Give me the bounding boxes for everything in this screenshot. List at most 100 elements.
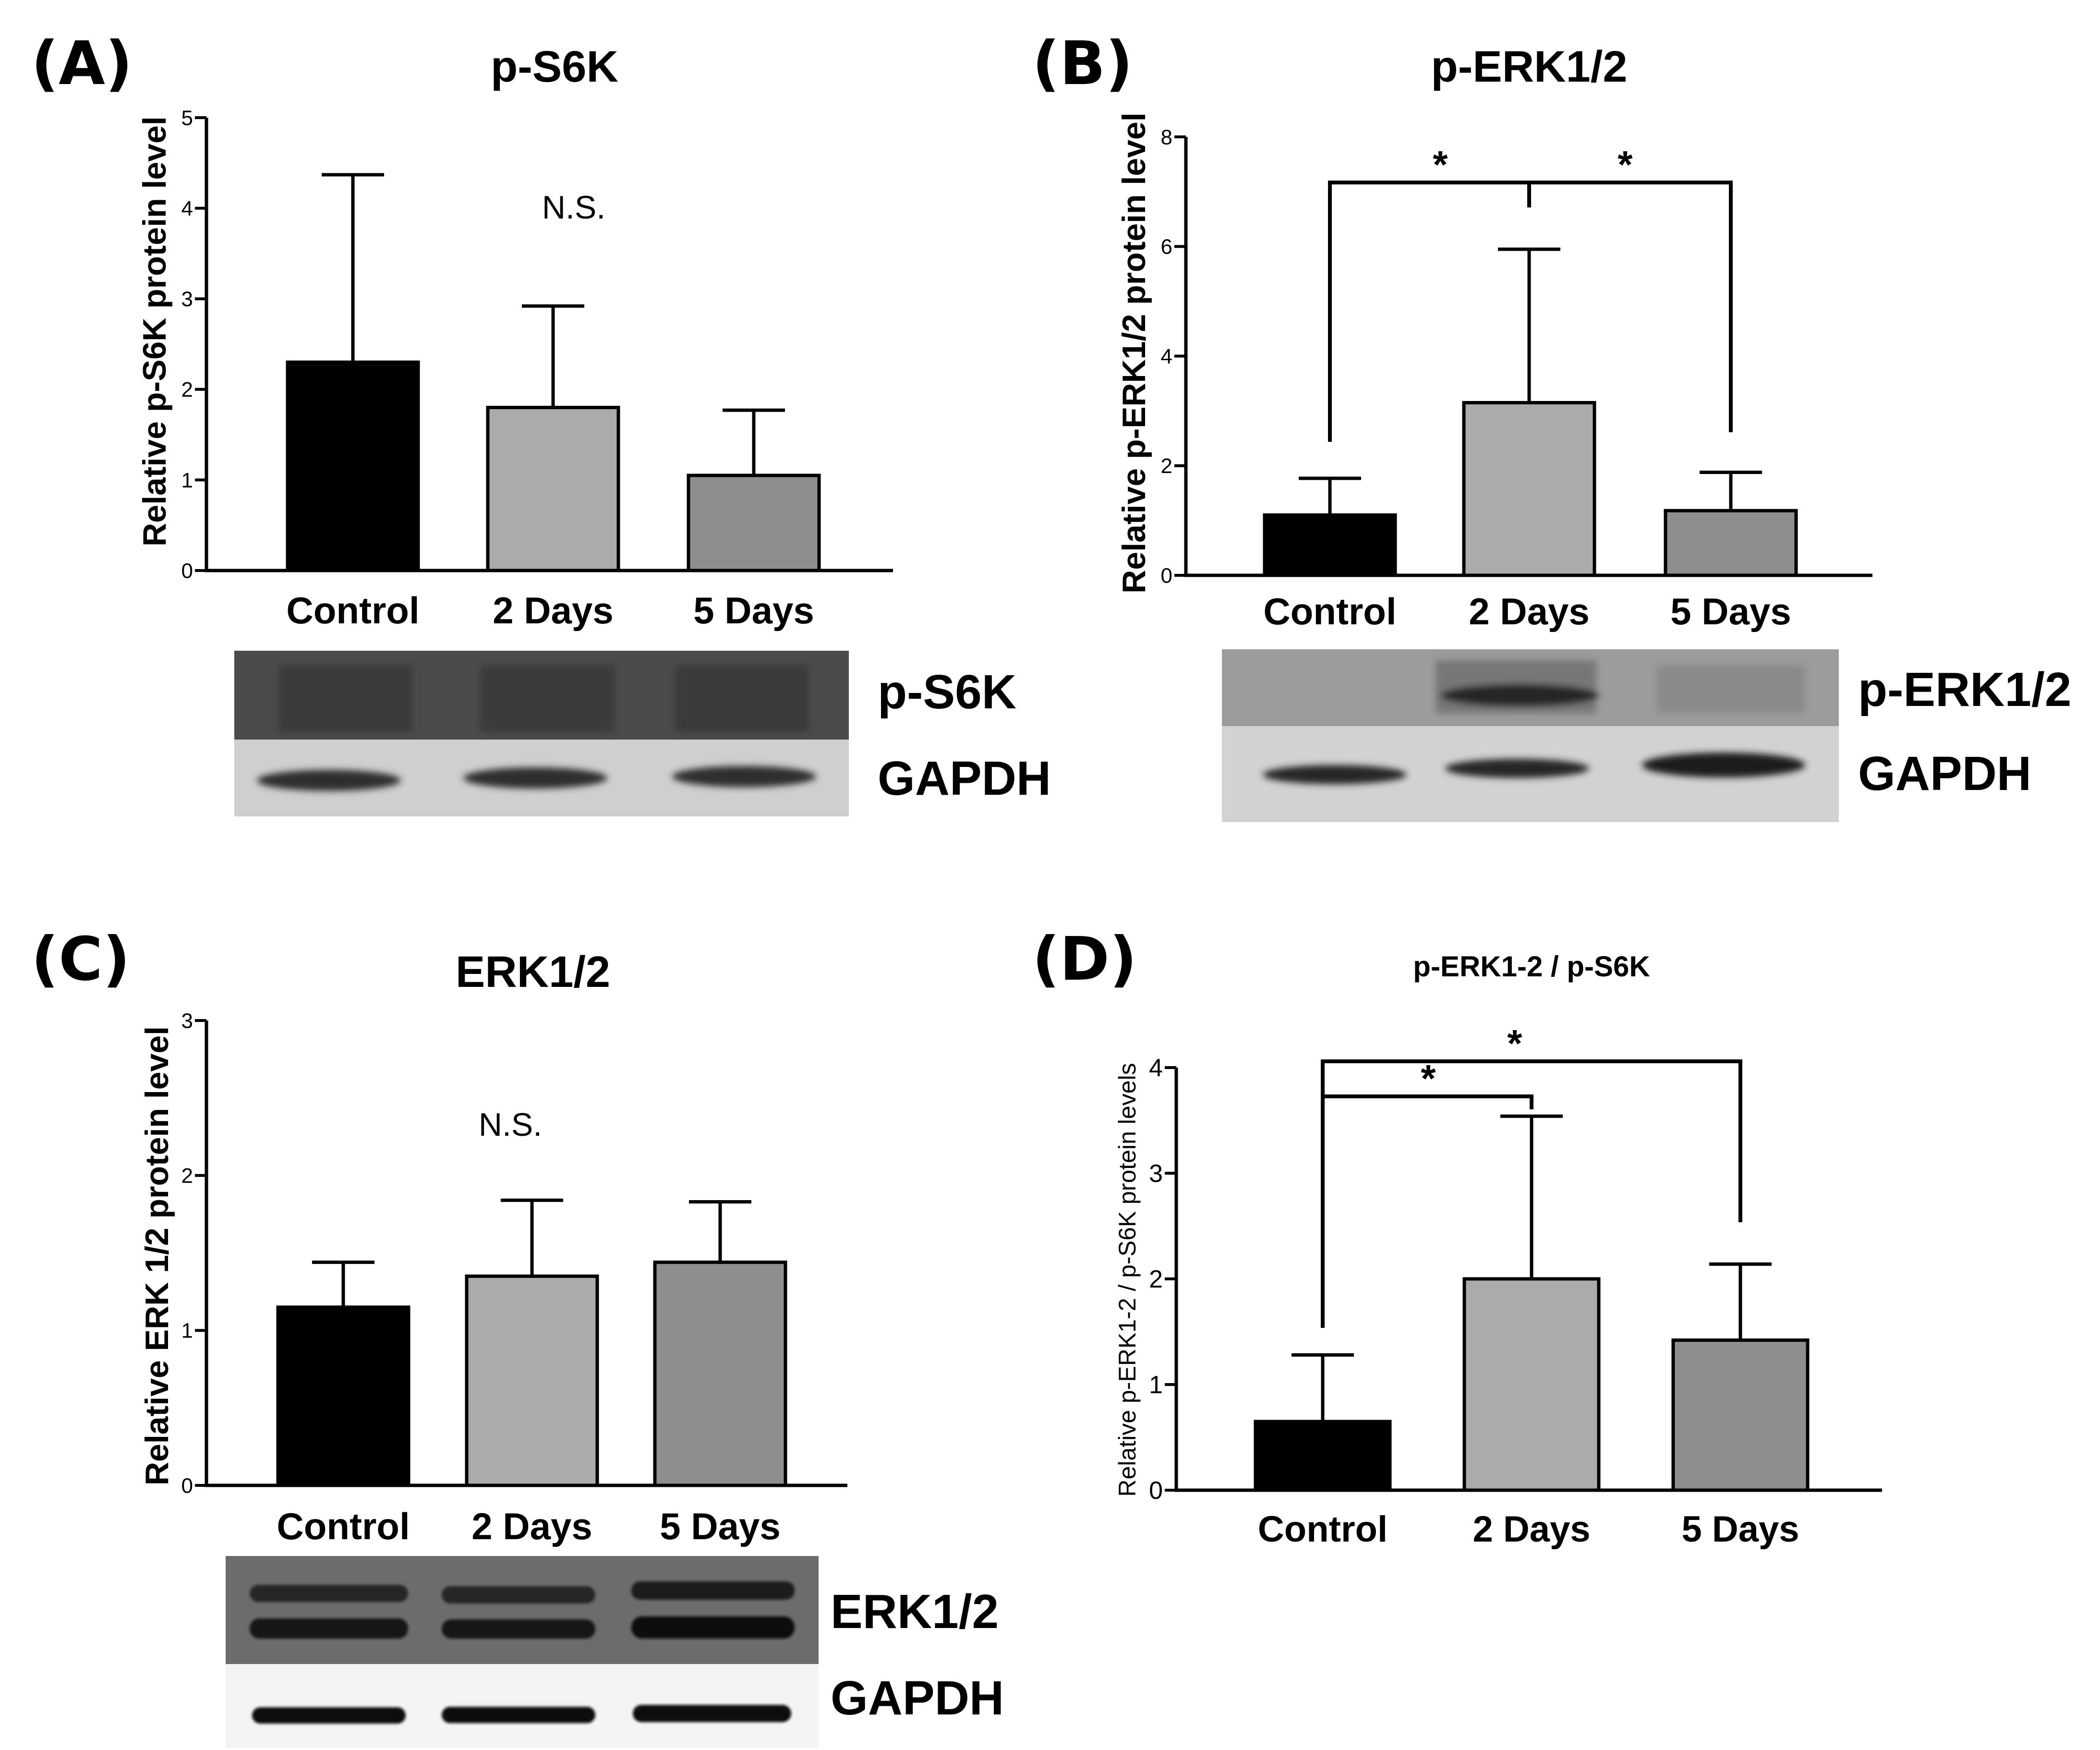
blot-a-label-bottom: GAPDH bbox=[878, 752, 1051, 805]
y-tick-label: 1 bbox=[181, 1319, 193, 1343]
blot-b-label-top: p-ERK1/2 bbox=[1858, 663, 2072, 717]
panel-a-letter: (A) bbox=[31, 29, 133, 98]
blot-a-gapdh-band bbox=[257, 770, 401, 791]
significance-label: * bbox=[1507, 1022, 1522, 1065]
y-tick-label: 1 bbox=[1149, 1371, 1163, 1399]
panel-a-ylabel: Relative p-S6K protein level bbox=[136, 116, 173, 547]
blot-c-top-lane bbox=[226, 1556, 819, 1664]
significance-bracket bbox=[1527, 181, 1733, 432]
x-tick-label: 5 Days bbox=[693, 589, 814, 632]
y-tick-label: 2 bbox=[1161, 454, 1172, 478]
blot-b-top-band bbox=[1440, 684, 1599, 707]
panel-d-ylabel: Relative p-ERK1-2 / p-S6K protein levels bbox=[1114, 1063, 1141, 1496]
bar bbox=[1254, 1420, 1392, 1492]
blot-c-band-lower bbox=[631, 1616, 795, 1639]
y-tick-label: 2 bbox=[181, 1164, 193, 1188]
blot-c-gapdh-band bbox=[442, 1707, 595, 1723]
blot-b-label-bottom: GAPDH bbox=[1858, 747, 2031, 801]
panel-d-plot: Control 2 Days 5 Days 0 1 2 3 4 * * bbox=[1149, 1022, 1882, 1550]
x-tick-label: Control bbox=[286, 589, 419, 632]
blot-c-gapdh-band bbox=[633, 1705, 791, 1722]
blot-c-gapdh-band bbox=[252, 1707, 406, 1724]
y-tick-label: 3 bbox=[1149, 1160, 1163, 1188]
blot-a-label-top: p-S6K bbox=[878, 665, 1016, 719]
y-tick-label: 3 bbox=[181, 1009, 193, 1033]
bar bbox=[286, 360, 420, 572]
x-tick-label: 5 Days bbox=[1670, 590, 1791, 632]
y-tick-label: 2 bbox=[1149, 1265, 1163, 1293]
panel-c: (C) ERK1/2 Relative ERK 1/2 protein leve… bbox=[31, 924, 1004, 1748]
x-tick-label: 5 Days bbox=[660, 1505, 781, 1547]
panel-a-ns-annotation: N.S. bbox=[542, 189, 605, 226]
panel-d-letter: (D) bbox=[1032, 924, 1137, 994]
blot-a-top-band bbox=[480, 665, 615, 732]
blot-c-label-bottom: GAPDH bbox=[831, 1671, 1004, 1725]
significance-label: * bbox=[1433, 143, 1448, 186]
panel-c-western-blot: ERK1/2 GAPDH bbox=[226, 1556, 1004, 1748]
bar bbox=[276, 1305, 410, 1487]
y-tick-label: 3 bbox=[181, 288, 193, 311]
significance-label: * bbox=[1421, 1057, 1436, 1100]
y-tick-label: 5 bbox=[181, 106, 193, 130]
blot-a-gapdh-band bbox=[463, 767, 607, 789]
bar bbox=[1263, 513, 1397, 577]
bar bbox=[486, 406, 620, 572]
x-tick-label: 2 Days bbox=[1469, 590, 1590, 632]
y-tick-label: 4 bbox=[1149, 1054, 1163, 1082]
panel-d-title: p-ERK1-2 / p-S6K bbox=[1413, 950, 1650, 983]
x-tick-label: 2 Days bbox=[471, 1505, 592, 1547]
y-tick-label: 6 bbox=[1161, 235, 1172, 259]
blot-c-band-lower bbox=[250, 1618, 408, 1639]
panel-b-title: p-ERK1/2 bbox=[1431, 42, 1628, 91]
panel-d: (D) p-ERK1-2 / p-S6K Relative p-ERK1-2 /… bbox=[1032, 924, 1882, 1550]
blot-c-band-upper bbox=[442, 1586, 595, 1604]
bar bbox=[1462, 401, 1596, 577]
panel-a-plot: Control 2 Days 5 Days 0 1 2 3 4 5 bbox=[181, 106, 893, 632]
bar bbox=[1671, 1338, 1810, 1492]
panel-c-plot: Control 2 Days 5 Days 0 1 2 3 bbox=[181, 1009, 847, 1547]
x-tick-label: 5 Days bbox=[1681, 1509, 1799, 1550]
panel-c-ylabel: Relative ERK 1/2 protein level bbox=[139, 1026, 175, 1485]
panel-c-letter: (C) bbox=[31, 924, 130, 994]
blot-c-band-lower bbox=[442, 1619, 595, 1639]
panel-b-plot: Control 2 Days 5 Days 0 2 4 6 8 * * bbox=[1161, 125, 1872, 632]
blot-a-top-band bbox=[675, 665, 809, 732]
blot-b-top-smear bbox=[1656, 665, 1805, 713]
y-tick-label: 1 bbox=[181, 469, 193, 492]
panel-a-western-blot: p-S6K GAPDH bbox=[234, 651, 1051, 816]
bar bbox=[687, 474, 821, 572]
blot-c-band-upper bbox=[631, 1581, 795, 1600]
y-tick-label: 4 bbox=[181, 197, 193, 220]
panel-b-western-blot: p-ERK1/2 GAPDH bbox=[1222, 649, 2072, 822]
panel-b-ylabel: Relative p-ERK1/2 protein level bbox=[1116, 112, 1152, 593]
y-tick-label: 0 bbox=[181, 559, 193, 583]
blot-c-band-upper bbox=[250, 1585, 408, 1602]
blot-a-top-band bbox=[278, 665, 413, 732]
bar bbox=[653, 1260, 787, 1487]
blot-b-gapdh-band bbox=[1445, 759, 1589, 778]
x-tick-label: Control bbox=[1258, 1509, 1388, 1550]
bar bbox=[465, 1274, 599, 1487]
blot-a-gapdh-band bbox=[672, 766, 816, 787]
panel-a: (A) p-S6K Relative p-S6K protein level C… bbox=[31, 29, 1051, 816]
bar bbox=[1664, 509, 1798, 577]
y-tick-label: 0 bbox=[1161, 564, 1172, 587]
blot-b-gapdh-band bbox=[1263, 765, 1407, 784]
y-tick-label: 0 bbox=[181, 1474, 193, 1497]
panel-c-title: ERK1/2 bbox=[456, 948, 610, 997]
panel-b: (B) p-ERK1/2 Relative p-ERK1/2 protein l… bbox=[1032, 29, 2072, 822]
x-tick-label: 2 Days bbox=[493, 589, 614, 632]
blot-c-label-top: ERK1/2 bbox=[831, 1585, 999, 1639]
panel-a-title: p-S6K bbox=[491, 42, 618, 91]
x-tick-label: 2 Days bbox=[1472, 1509, 1590, 1550]
y-tick-label: 8 bbox=[1161, 125, 1172, 149]
bar bbox=[1462, 1277, 1601, 1492]
y-tick-label: 2 bbox=[181, 378, 193, 401]
y-tick-label: 0 bbox=[1149, 1477, 1163, 1505]
y-tick-label: 4 bbox=[1161, 345, 1172, 368]
panel-b-letter: (B) bbox=[1032, 29, 1133, 98]
x-tick-label: Control bbox=[1263, 590, 1396, 632]
significance-bracket bbox=[1321, 1059, 1742, 1328]
significance-label: * bbox=[1617, 143, 1633, 186]
